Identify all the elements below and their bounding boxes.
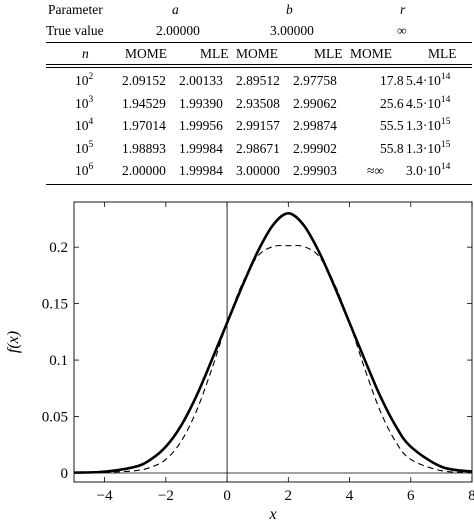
x-tick-label: 8: [468, 488, 474, 504]
rule-mid-2: [46, 67, 472, 68]
cell-r-mome: 55.5: [380, 118, 404, 133]
true-value-b: 3.00000: [270, 23, 314, 38]
y-tick-label: 0.1: [49, 353, 68, 369]
x-axis-label: x: [268, 506, 276, 523]
y-tick-label: 0.05: [42, 410, 68, 426]
true-value-r: ∞: [397, 23, 407, 38]
n-label: n: [82, 46, 89, 61]
y-axis: 0 0.05 0.1 0.15 0.2: [42, 240, 472, 482]
x-tick-label: 0: [223, 488, 231, 504]
cell-b-mome: 3.00000: [236, 163, 280, 178]
cell-r-mle: 4.5·1014: [406, 95, 451, 111]
col-r-mle: MLE: [428, 46, 457, 61]
density-chart: 0 0.05 0.1 0.15 0.2 −4 −2 0 2 4 6 8 x f(x): [5, 201, 474, 523]
rule-mid-1: [46, 64, 472, 65]
cell-b-mle: 2.99062: [293, 96, 337, 111]
cell-r-mome: 17.8: [380, 73, 404, 88]
col-a-mome: MOME: [125, 46, 168, 61]
y-tick-label: 0.15: [42, 297, 68, 313]
cell-b-mle: 2.99903: [293, 163, 337, 178]
cell-b-mome: 2.89512: [236, 73, 280, 88]
cell-r-mome: ≈∞: [367, 163, 385, 178]
col-a-mle: MLE: [200, 46, 229, 61]
x-axis: −4 −2 0 2 4 6 8: [97, 202, 474, 504]
cell-r-mome: 25.6: [380, 96, 404, 111]
estimates-table: Parameter a b r True value 2.00000 3.000…: [0, 0, 474, 190]
cell-b-mome: 2.99157: [236, 118, 280, 133]
col-b-mle: MLE: [314, 46, 343, 61]
cell-a-mome: 2.00000: [122, 163, 166, 178]
solid-curve: [74, 211, 472, 474]
row-n: 104: [75, 117, 94, 133]
cell-b-mle: 2.99902: [293, 141, 337, 156]
true-value-a: 2.00000: [156, 23, 200, 38]
cell-a-mome: 2.09152: [122, 73, 166, 88]
rule-bottom: [46, 184, 472, 185]
x-tick-label: −4: [97, 488, 113, 504]
param-r: r: [400, 2, 406, 17]
cell-r-mle: 1.3·1015: [406, 140, 451, 156]
cell-r-mle: 5.4·1014: [406, 72, 451, 88]
x-tick-label: 6: [407, 488, 415, 504]
rule-top: [46, 42, 472, 43]
cell-b-mle: 2.99874: [293, 118, 337, 133]
true-value-label: True value: [46, 23, 104, 38]
cell-a-mome: 1.98893: [122, 141, 166, 156]
cell-r-mome: 55.8: [380, 141, 404, 156]
param-b: b: [286, 2, 293, 17]
series-group: [74, 211, 472, 474]
row-n: 103: [75, 95, 94, 111]
row-n: 106: [75, 162, 94, 178]
cell-r-mle: 1.3·1015: [406, 117, 451, 133]
y-tick-label: 0.2: [49, 240, 68, 256]
row-n: 102: [75, 72, 94, 88]
y-tick-label: 0: [61, 466, 69, 482]
dashed-curve: [74, 244, 472, 474]
cell-r-mle: 3.0·1014: [406, 162, 451, 178]
cell-a-mle: 1.99984: [179, 163, 223, 178]
cell-a-mle: 2.00133: [179, 73, 223, 88]
cell-a-mle: 1.99390: [179, 96, 223, 111]
cell-a-mle: 1.99956: [179, 118, 223, 133]
param-a: a: [172, 2, 179, 17]
cell-a-mome: 1.97014: [122, 118, 166, 133]
cell-a-mome: 1.94529: [122, 96, 166, 111]
plot-frame: [73, 201, 473, 483]
cell-b-mome: 2.98671: [236, 141, 280, 156]
y-axis-label: f(x): [5, 331, 22, 353]
col-b-mome: MOME: [236, 46, 279, 61]
cell-b-mle: 2.97758: [293, 73, 337, 88]
cell-a-mle: 1.99984: [179, 141, 223, 156]
x-tick-label: 4: [346, 488, 354, 504]
x-tick-label: 2: [285, 488, 293, 504]
cell-b-mome: 2.93508: [236, 96, 280, 111]
parameter-label: Parameter: [48, 2, 103, 17]
x-tick-label: −2: [158, 488, 174, 504]
row-n: 105: [75, 140, 94, 156]
plot-border: [73, 201, 473, 483]
col-r-mome: MOME: [350, 46, 393, 61]
